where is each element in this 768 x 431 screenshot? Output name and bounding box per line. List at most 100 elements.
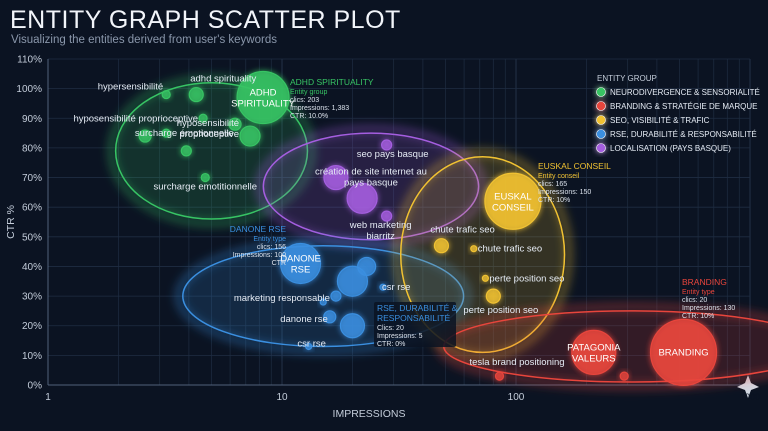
point-label: web marketing biarritz bbox=[349, 220, 412, 242]
x-tick-label: 1 bbox=[45, 392, 51, 403]
point-label: danone rse bbox=[280, 314, 328, 325]
data-point bbox=[339, 313, 366, 339]
annotation-title: EUSKAL CONSEIL bbox=[538, 161, 611, 171]
point-label: hyposensibilité proprioceptive bbox=[177, 118, 239, 140]
data-point bbox=[188, 86, 204, 103]
y-tick-label: 0% bbox=[28, 381, 43, 392]
data-point bbox=[236, 70, 290, 125]
data-point bbox=[571, 329, 617, 375]
legend-label: RSE, DURABILITÉ & RESPONSABILITÉ bbox=[610, 130, 757, 139]
annotation-title: RSE, DURABILITÉ & bbox=[377, 303, 458, 313]
y-tick-label: 60% bbox=[22, 203, 42, 214]
data-point bbox=[379, 283, 387, 291]
x-tick-label: 10 bbox=[276, 392, 288, 403]
data-point bbox=[319, 298, 327, 306]
y-tick-label: 40% bbox=[22, 262, 42, 273]
point-label: csr rse bbox=[382, 282, 411, 293]
point-label: chute trafic seo bbox=[478, 244, 542, 255]
annotation-line: Entity type bbox=[682, 289, 715, 296]
cluster-glow bbox=[175, 238, 471, 354]
data-point bbox=[494, 371, 505, 381]
y-axis-label: CTR % bbox=[5, 205, 17, 239]
legend-swatch bbox=[596, 115, 606, 125]
data-point bbox=[484, 172, 542, 230]
annotation-line: CTR: 0% bbox=[377, 341, 405, 348]
y-tick-label: 100% bbox=[16, 84, 42, 95]
point-label-line: pays basque bbox=[344, 178, 398, 189]
legend-swatch bbox=[596, 143, 606, 153]
legend-swatch bbox=[596, 101, 606, 111]
legend-swatch bbox=[596, 87, 606, 97]
annotation-line: Impressions: 130 bbox=[682, 305, 735, 312]
data-point bbox=[481, 274, 490, 282]
data-point bbox=[323, 310, 337, 324]
data-points bbox=[138, 70, 718, 386]
annotation-line: Impressions: 1,383 bbox=[290, 105, 349, 112]
point-label: marketing responsable bbox=[234, 293, 330, 304]
cluster-glow bbox=[393, 149, 572, 360]
hub-label: ADHD SPIRITUALITY bbox=[231, 88, 296, 110]
hub-label-line: BRANDING bbox=[658, 347, 708, 358]
hub-label-line: RSE bbox=[291, 264, 311, 275]
data-point bbox=[381, 210, 393, 222]
point-label: surcharge émotionnelle bbox=[135, 128, 234, 139]
annotation-line: Entity type bbox=[253, 236, 286, 243]
annotation-line: CTR: 10% bbox=[682, 313, 714, 320]
data-point bbox=[330, 290, 342, 302]
annotation-line: clics: 203 bbox=[290, 97, 319, 104]
data-point bbox=[485, 288, 501, 304]
annotation-line: CTR bbox=[272, 260, 286, 267]
y-tick-label: 70% bbox=[22, 173, 42, 184]
point-label: tesla brand positioning bbox=[469, 357, 564, 368]
point-label: seo pays basque bbox=[357, 149, 429, 160]
y-tick-label: 20% bbox=[22, 321, 42, 332]
annotation-title: ADHD SPIRITUALITY bbox=[290, 77, 374, 87]
x-tick-label: 1000 bbox=[740, 392, 760, 402]
point-label-line: hyposensibilité bbox=[177, 118, 239, 129]
point-label: création de site internet au pays basque bbox=[315, 167, 427, 189]
annotation-line: CTR: 10% bbox=[538, 197, 570, 204]
data-point bbox=[619, 371, 629, 381]
annotation-line: Entity group bbox=[290, 89, 327, 96]
point-label: chute trafic seo bbox=[430, 225, 494, 236]
data-point bbox=[198, 113, 208, 123]
y-tick-label: 10% bbox=[22, 351, 42, 362]
hub-label: BRANDING bbox=[658, 347, 708, 358]
data-point bbox=[200, 172, 210, 183]
annotation-line: Entity conseil bbox=[538, 173, 580, 180]
data-point bbox=[649, 318, 718, 386]
point-label: surcharge emotitionnelle bbox=[154, 182, 258, 193]
annotation-line: CTR: 10.0% bbox=[290, 113, 328, 120]
annotation-line: clics: 20 bbox=[682, 297, 707, 304]
chart-subtitle: Visualizing the entities derived from us… bbox=[11, 34, 277, 46]
hub-label-line: EUSKAL bbox=[494, 191, 532, 202]
legend-label: BRANDING & STRATÉGIE DE MARQUE bbox=[610, 102, 757, 111]
data-point bbox=[336, 265, 369, 297]
annotation-line: Impressions: 150 bbox=[538, 189, 591, 196]
chart-title: ENTITY GRAPH SCATTER PLOT bbox=[10, 6, 401, 34]
annotation-box bbox=[374, 302, 456, 347]
point-label: adhd spirituality bbox=[190, 74, 256, 85]
legend-label: NEURODIVERGENCE & SENSORIALITÉ bbox=[610, 88, 760, 97]
data-point bbox=[138, 129, 152, 143]
point-label: hypersensibilité bbox=[98, 82, 163, 93]
data-point bbox=[305, 342, 313, 351]
data-point bbox=[161, 128, 171, 138]
data-point bbox=[279, 242, 322, 285]
hub-label: DANONE RSE bbox=[280, 253, 321, 275]
data-point bbox=[239, 125, 261, 147]
data-point bbox=[470, 245, 478, 253]
annotation-title: BRANDING bbox=[682, 277, 727, 287]
axes: 0% 10% 20% 30% 40% 50% 60% 70% 80% 90% 100% 110% 1 10… bbox=[5, 55, 760, 421]
annotation-line: Impressions: 5 bbox=[377, 333, 423, 340]
data-point bbox=[346, 182, 378, 214]
data-point bbox=[228, 117, 242, 131]
annotation-title: RESPONSABILITÉ bbox=[377, 313, 451, 323]
cluster-glow bbox=[108, 75, 315, 227]
y-tick-label: 30% bbox=[22, 292, 42, 303]
y-tick-label: 90% bbox=[22, 114, 42, 125]
hub-label: EUSKAL CONSEIL bbox=[492, 191, 534, 213]
legend-label: LOCALISATION (PAYS BASQUE) bbox=[610, 144, 731, 153]
